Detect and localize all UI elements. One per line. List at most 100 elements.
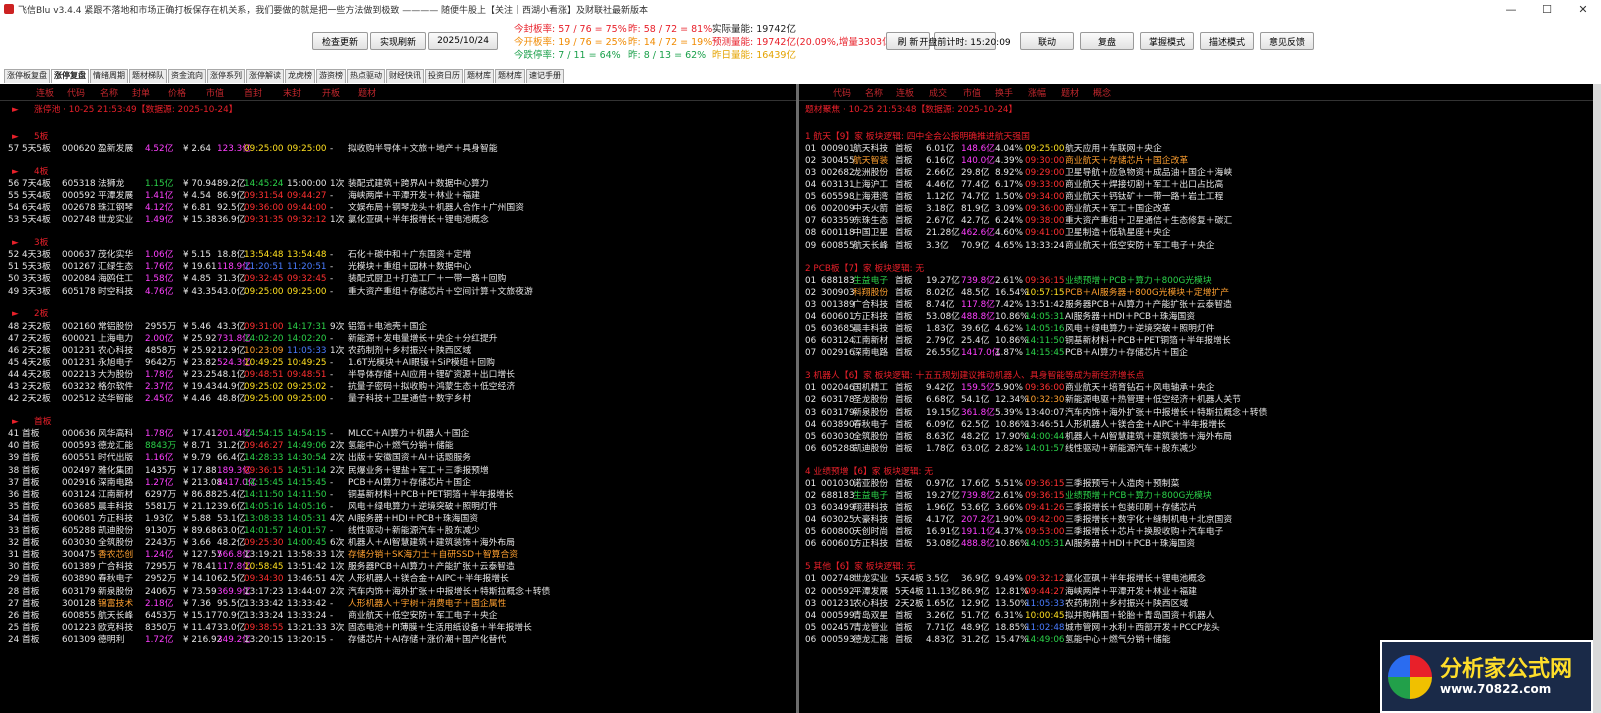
tab-10[interactable]: 财经快讯: [386, 69, 424, 83]
tab-6[interactable]: 涨停解读: [246, 69, 284, 83]
table-row[interactable]: 28 首板 603179 新泉股份 2406万 ¥ 73.59 369.9亿 13:17:23…: [0, 586, 790, 598]
left-col-header[interactable]: 首封: [244, 89, 263, 99]
refresh-button[interactable]: 刷 新: [886, 32, 930, 50]
table-row[interactable]: 06 605288 凯迪股份 首板 1.78亿 63.0亿 2.82% 14:01:57 线性驱…: [799, 443, 1589, 455]
tab-11[interactable]: 投资日历: [425, 69, 463, 83]
table-row[interactable]: 04 600601 方正科技 首板 53.08亿 488.8亿 10.86% 14:05:31…: [799, 311, 1589, 323]
table-row[interactable]: 07 603359 东珠生态 首板 2.67亿 42.7亿 6.24% 09:38:00 重大资…: [799, 215, 1589, 227]
describe-mode-button[interactable]: 描述模式: [1200, 32, 1254, 50]
tab-4[interactable]: 资金流向: [168, 69, 206, 83]
table-row[interactable]: 03 001389 广合科技 首板 8.74亿 117.8亿 7.42% 13:51:42 服务…: [799, 299, 1589, 311]
table-row[interactable]: 37 首板 002916 深南电路 1.27亿 ¥ 213.08 1417.0亿 14:15:…: [0, 477, 790, 489]
table-row[interactable]: 47 2天2板 600021 上海电力 2.00亿 ¥ 25.92 731.8亿 14:02:…: [0, 333, 790, 345]
table-row[interactable]: 05 605598 上海港湾 首板 1.12亿 74.7亿 1.50% 09:34:00 商业航…: [799, 191, 1589, 203]
table-row[interactable]: 33 首板 605288 凯迪股份 9130万 ¥ 89.68 63.0亿 14:01:57 1…: [0, 525, 790, 537]
right-col-header[interactable]: 换手: [995, 89, 1014, 99]
table-row[interactable]: 02 000592 平潭发展 5天4板 11.13亿 86.9亿 12.81% 09:44:2…: [799, 586, 1589, 598]
left-col-header[interactable]: 开板: [322, 89, 341, 99]
table-row[interactable]: 35 首板 603685 晨丰科技 5581万 ¥ 21.12 39.6亿 14:05:16 1…: [0, 501, 790, 513]
left-col-header[interactable]: 价格: [168, 89, 187, 99]
table-row[interactable]: 32 首板 603030 全筑股份 2243万 ¥ 3.66 48.2亿 09:25:30 14…: [0, 537, 790, 549]
tab-3[interactable]: 题材梯队: [129, 69, 167, 83]
table-row[interactable]: 55 5天4板 000592 平潭发展 1.41亿 ¥ 4.54 86.9亿 09:31:54…: [0, 190, 790, 202]
close-button[interactable]: ✕: [1578, 2, 1588, 16]
table-row[interactable]: 05 603685 晨丰科技 首板 1.83亿 39.6亿 4.62% 14:05:16 风电＋…: [799, 323, 1589, 335]
left-col-header[interactable]: 名称: [100, 89, 119, 99]
tab-8[interactable]: 游资榜: [316, 69, 346, 83]
table-row[interactable]: 36 首板 603124 江南新材 6297万 ¥ 86.88 25.4亿 14:11:50 1…: [0, 489, 790, 501]
table-row[interactable]: 54 6天4板 002678 珠江钢琴 4.12亿 ¥ 6.81 92.5亿 09:36:00…: [0, 202, 790, 214]
table-row[interactable]: 06 603124 江南新材 首板 2.79亿 25.4亿 10.86% 14:11:50 铜基…: [799, 335, 1589, 347]
table-row[interactable]: 08 600118 中国卫星 首板 21.28亿 462.6亿 4.60% 09:41:00 卫…: [799, 227, 1589, 239]
table-row[interactable]: 30 首板 601389 广合科技 7295万 ¥ 78.41 117.8亿 10:58:45…: [0, 561, 790, 573]
table-row[interactable]: 03 001231 农心科技 2天2板 1.65亿 12.9亿 13.50% 11:05:33…: [799, 598, 1589, 610]
table-row[interactable]: 04 603131 上海沪工 首板 4.46亿 77.4亿 6.17% 09:33:00 商业航…: [799, 179, 1589, 191]
table-row[interactable]: 46 2天2板 001231 农心科技 4858万 ¥ 25.92 12.9亿 10:23:0…: [0, 345, 790, 357]
tab-12[interactable]: 题材库: [464, 69, 494, 83]
right-col-header[interactable]: 连板: [896, 89, 915, 99]
right-col-header[interactable]: 代码: [833, 89, 852, 99]
limit-up-pool-panel[interactable]: 连板 代码 名称 封单 价格 市值 首封 末封 开板 题材 ► 涨停池 · 10-25 21:53:…: [0, 84, 796, 713]
left-col-header[interactable]: 末封: [283, 89, 302, 99]
table-row[interactable]: 03 002682 龙洲股份 首板 2.66亿 29.8亿 8.92% 09:29:00 卫星导…: [799, 167, 1589, 179]
refresh-now-button[interactable]: 实现刷新: [370, 32, 426, 50]
table-row[interactable]: 42 2天2板 002512 达华智能 2.45亿 ¥ 4.46 48.8亿 09:25:00…: [0, 393, 790, 405]
table-row[interactable]: 53 5天4板 002748 世龙实业 1.49亿 ¥ 15.38 36.9亿 09:31:3…: [0, 214, 790, 226]
master-mode-button[interactable]: 掌握模式: [1140, 32, 1194, 50]
right-col-header[interactable]: 题材: [1061, 89, 1080, 99]
tab-7[interactable]: 龙虎榜: [285, 69, 315, 83]
table-row[interactable]: 52 4天3板 000637 茂化实华 1.06亿 ¥ 5.15 18.8亿 13:54:48…: [0, 249, 790, 261]
table-row[interactable]: 02 300455 航天智装 首板 6.16亿 140.0亿 4.39% 09:30:00 商业…: [799, 155, 1589, 167]
table-row[interactable]: 01 001030 诺亚股份 首板 0.97亿 17.6亿 5.51% 09:36:15 三季报…: [799, 478, 1589, 490]
left-col-header[interactable]: 市值: [206, 89, 225, 99]
tab-13[interactable]: 题材库: [495, 69, 525, 83]
table-row[interactable]: 03 603179 新泉股份 首板 19.15亿 361.8亿 5.39% 13:40:07 汽…: [799, 407, 1589, 419]
table-row[interactable]: 02 688183 生益电子 首板 19.27亿 739.8亿 2.61% 09:36:15 业…: [799, 490, 1589, 502]
right-col-header[interactable]: 市值: [963, 89, 982, 99]
table-row[interactable]: 51 5天3板 001267 汇绿生态 1.76亿 ¥ 19.61 118.9亿 11:20:…: [0, 261, 790, 273]
table-row[interactable]: 05 002457 青龙管业 首板 7.71亿 48.9亿 18.85% 11:02:48 城市…: [799, 622, 1589, 634]
tab-1[interactable]: 涨停复盘: [51, 69, 89, 83]
table-row[interactable]: 05 600800 天创时尚 首板 16.91亿 191.1亿 4.37% 09:53:00 三…: [799, 526, 1589, 538]
tab-5[interactable]: 涨停系列: [207, 69, 245, 83]
table-row[interactable]: 05 603030 全筑股份 首板 8.63亿 48.2亿 17.90% 14:00:44 机器…: [799, 431, 1589, 443]
table-row[interactable]: 02 300903 科翔股份 首板 8.02亿 48.5亿 16.54% 10:57:15 PC…: [799, 287, 1589, 299]
panel-splitter[interactable]: [796, 84, 799, 713]
table-row[interactable]: 06 000593 德龙汇能 首板 4.83亿 31.2亿 15.47% 14:49:06 氢能…: [799, 634, 1589, 646]
tab-14[interactable]: 速记手册: [526, 69, 564, 83]
review-button[interactable]: 复盘: [1080, 32, 1134, 50]
table-row[interactable]: 50 3天3板 002084 海鸥住工 1.58亿 ¥ 4.85 31.3亿 09:32:45…: [0, 273, 790, 285]
left-col-header[interactable]: 连板: [36, 89, 55, 99]
table-row[interactable]: 04 000599 青岛双星 首板 3.26亿 51.7亿 6.31% 10:00:45 拟并购…: [799, 610, 1589, 622]
link-button[interactable]: 联动: [1020, 32, 1074, 50]
table-row[interactable]: 56 7天4板 605318 法狮龙 1.15亿 ¥ 70.94 89.2亿 14:45:24…: [0, 178, 790, 190]
table-row[interactable]: 06 600601 方正科技 首板 53.08亿 488.8亿 10.86% 14:05:31…: [799, 538, 1589, 550]
table-row[interactable]: 03 603499 翔港科技 首板 1.96亿 53.6亿 3.66% 09:41:26 三季报…: [799, 502, 1589, 514]
left-col-header[interactable]: 代码: [67, 89, 86, 99]
table-row[interactable]: 44 4天2板 002213 大为股份 1.78亿 ¥ 23.25 48.1亿 09:48:5…: [0, 369, 790, 381]
table-row[interactable]: 49 3天3板 605178 时空科技 4.76亿 ¥ 43.35 43.0亿 09:25:0…: [0, 286, 790, 298]
open-countdown[interactable]: 开盘前计时: 15:20:09: [919, 32, 1011, 50]
table-row[interactable]: 43 2天2板 603232 格尔软件 2.37亿 ¥ 19.43 44.9亿 09:25:0…: [0, 381, 790, 393]
table-row[interactable]: 40 首板 000593 德龙汇能 8843万 ¥ 8.71 31.2亿 09:46:27 14…: [0, 440, 790, 452]
table-row[interactable]: 24 首板 601309 德明利 1.72亿 ¥ 216.92 349.2亿 13:20:15…: [0, 634, 790, 646]
left-col-header[interactable]: 题材: [358, 89, 377, 99]
tab-2[interactable]: 情绪周期: [90, 69, 128, 83]
table-row[interactable]: 02 603178 圣龙股份 首板 6.68亿 54.1亿 12.34% 10:32:30 新能…: [799, 394, 1589, 406]
table-row[interactable]: 31 首板 300475 香农芯创 1.24亿 ¥ 127.57 566.8亿 13:19:2…: [0, 549, 790, 561]
table-row[interactable]: 04 603025 大豪科技 首板 4.17亿 207.2亿 1.90% 09:42:00 三季…: [799, 514, 1589, 526]
table-row[interactable]: 01 002046 国机精工 首板 9.42亿 159.5亿 5.90% 09:36:00 商业…: [799, 382, 1589, 394]
table-row[interactable]: 07 002916 深南电路 首板 26.55亿 1417.0亿 1.87% 14:15:45…: [799, 347, 1589, 359]
right-col-header[interactable]: 成交: [929, 89, 948, 99]
date-picker[interactable]: 2025/10/24: [428, 32, 498, 50]
table-row[interactable]: 04 603890 春秋电子 首板 6.09亿 62.5亿 10.86% 13:46:51 人形…: [799, 419, 1589, 431]
right-col-header[interactable]: 概念: [1093, 89, 1112, 99]
minimize-button[interactable]: —: [1505, 2, 1517, 16]
table-row[interactable]: 57 5天5板 000620 盈新发展 4.52亿 ¥ 2.64 123.3亿 09:25:0…: [0, 143, 790, 155]
table-row[interactable]: 29 首板 603890 春秋电子 2952万 ¥ 14.10 62.5亿 09:34:30 1…: [0, 573, 790, 585]
right-col-header[interactable]: 涨幅: [1028, 89, 1047, 99]
table-row[interactable]: 27 首板 300128 锦富技术 2.18亿 ¥ 7.36 95.5亿 13:33:42 13…: [0, 598, 790, 610]
maximize-button[interactable]: ☐: [1542, 2, 1552, 16]
right-col-header[interactable]: 名称: [865, 89, 884, 99]
table-row[interactable]: 26 首板 600855 航天长峰 6453万 ¥ 15.17 70.9亿 13:33:24 1…: [0, 610, 790, 622]
